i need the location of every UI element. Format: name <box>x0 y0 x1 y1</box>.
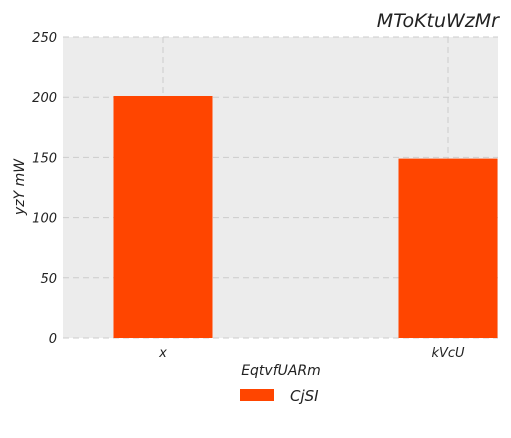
legend-label: CjSI <box>290 387 319 405</box>
y-axis-label: yzY mW <box>12 158 28 216</box>
legend-swatch <box>240 389 274 401</box>
x-tick-label: x <box>158 346 167 361</box>
y-tick-label: 150 <box>32 151 57 166</box>
y-tick-label: 0 <box>49 332 57 347</box>
x-axis-label: EqtvfUARm <box>241 363 321 379</box>
chart-title: MToKtuWzMr <box>377 10 500 32</box>
bars <box>113 95 498 338</box>
y-axis-ticks: 0 50 100 150 200 250 <box>32 31 57 347</box>
x-axis-ticks: x kVcU <box>158 346 465 361</box>
bar-x <box>113 95 213 338</box>
y-tick-label: 250 <box>32 31 57 46</box>
y-tick-label: 50 <box>40 272 57 287</box>
x-tick-label: kVcU <box>431 346 465 361</box>
legend: CjSI <box>240 387 319 405</box>
bar-kVcU <box>398 158 498 338</box>
y-tick-label: 200 <box>32 91 57 106</box>
y-tick-label: 100 <box>32 212 57 227</box>
